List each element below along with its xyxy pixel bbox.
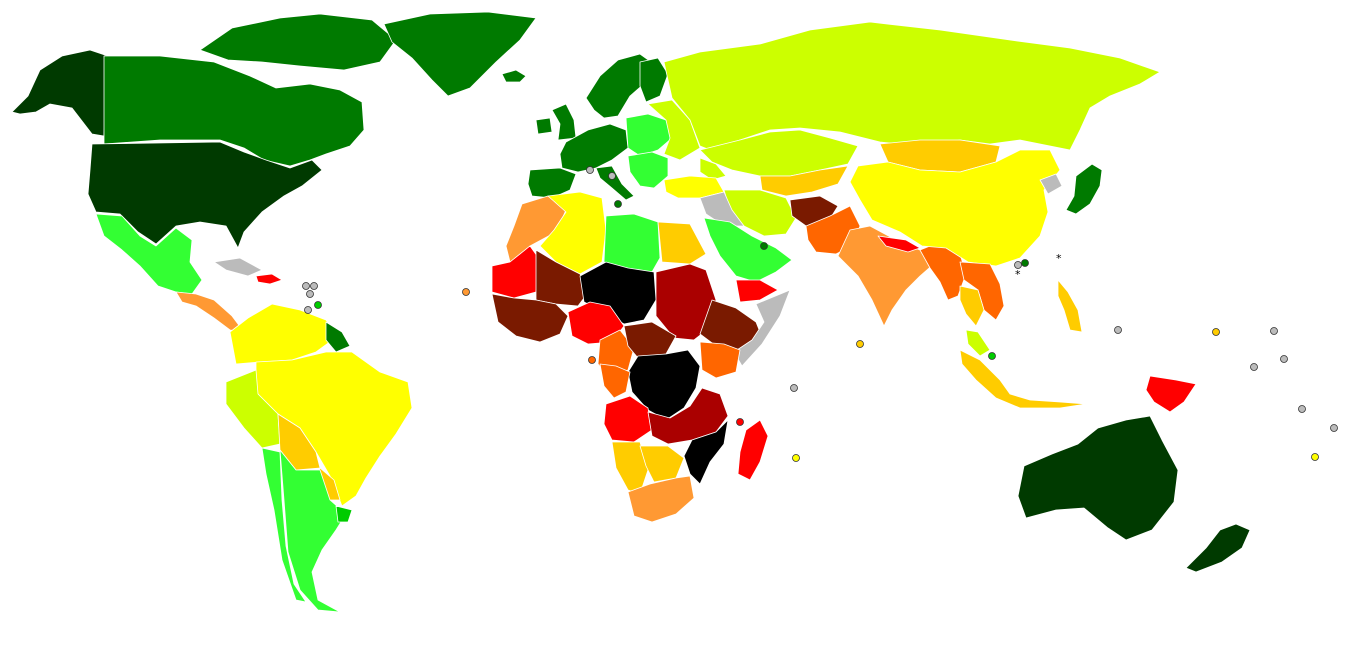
central-asia: [759, 165, 849, 197]
pacific-marker-4: [1280, 355, 1288, 363]
macau-marker: [1021, 259, 1029, 267]
kenya: [699, 341, 741, 379]
yemen: [735, 279, 779, 303]
mali: [535, 249, 591, 307]
arabia: [703, 217, 793, 283]
balkans: [627, 151, 669, 189]
cyprus-marker: [614, 200, 622, 208]
iceland: [501, 69, 527, 83]
greenland: [383, 11, 537, 97]
united-states: [87, 141, 323, 249]
malta-marker: [586, 166, 594, 174]
caribbean-island-marker-4: [304, 306, 312, 314]
canadian-arctic-islands: [199, 13, 397, 71]
cape-verde-marker: [462, 288, 470, 296]
philippines: [1057, 279, 1083, 333]
west-africa: [491, 293, 569, 343]
kazakhstan: [699, 129, 859, 177]
caribbean-island-marker-3: [306, 290, 314, 298]
china: [849, 149, 1061, 267]
north-korea: [1039, 173, 1063, 195]
australia: [1017, 415, 1179, 541]
pacific-marker-6: [1298, 405, 1306, 413]
finland: [639, 57, 669, 103]
gabon-congo: [599, 363, 631, 399]
singapore-marker: [988, 352, 996, 360]
indochina: [959, 261, 1005, 321]
dr-congo: [627, 349, 701, 421]
chile: [261, 447, 307, 603]
cuba: [213, 257, 263, 277]
taiwan-asterisk: *: [1056, 252, 1062, 265]
uruguay: [335, 505, 353, 523]
madagascar: [737, 419, 769, 481]
sao-tome-marker: [588, 356, 596, 364]
hong-kong-asterisk: *: [1015, 268, 1021, 281]
ireland: [535, 117, 553, 135]
iraq-syria: [699, 191, 745, 227]
new-zealand: [1185, 523, 1251, 573]
angola: [603, 395, 653, 443]
caribbean-island-marker-5: [314, 301, 322, 309]
hispaniola: [255, 273, 283, 285]
hong-kong-marker: [1014, 261, 1022, 269]
indonesia: [959, 349, 1087, 409]
comoros-marker: [736, 418, 744, 426]
papua-new-guinea: [1145, 375, 1197, 413]
guianas: [325, 321, 351, 353]
south-africa: [627, 475, 695, 523]
caribbean-island-marker-2: [310, 282, 318, 290]
western-europe: [559, 123, 629, 173]
pacific-marker-2: [1212, 328, 1220, 336]
caucasus: [699, 157, 727, 181]
pacific-marker-3: [1270, 327, 1278, 335]
pacific-marker-7: [1330, 424, 1338, 432]
eastern-europe: [625, 113, 673, 157]
mozambique: [683, 419, 729, 485]
bahrain-marker: [760, 242, 768, 250]
pacific-marker-8: [1311, 453, 1319, 461]
argentina: [279, 449, 347, 613]
thailand: [959, 285, 985, 327]
mediterranean-marker: [608, 172, 616, 180]
maldives-marker: [856, 340, 864, 348]
somalia: [733, 289, 791, 367]
caribbean-island-marker-1: [302, 282, 310, 290]
belarus-ukraine: [647, 99, 701, 161]
egypt: [657, 221, 707, 265]
mauritius-marker: [792, 454, 800, 462]
japan: [1065, 163, 1103, 215]
canada: [103, 55, 365, 167]
zambia-tanzania: [647, 387, 729, 445]
italy: [595, 165, 635, 201]
libya: [603, 213, 661, 273]
pacific-marker-5: [1250, 363, 1258, 371]
nepal: [877, 235, 921, 253]
seychelles-marker: [790, 384, 798, 392]
pacific-marker-1: [1114, 326, 1122, 334]
mexico: [95, 213, 203, 295]
malaysia: [965, 329, 991, 357]
